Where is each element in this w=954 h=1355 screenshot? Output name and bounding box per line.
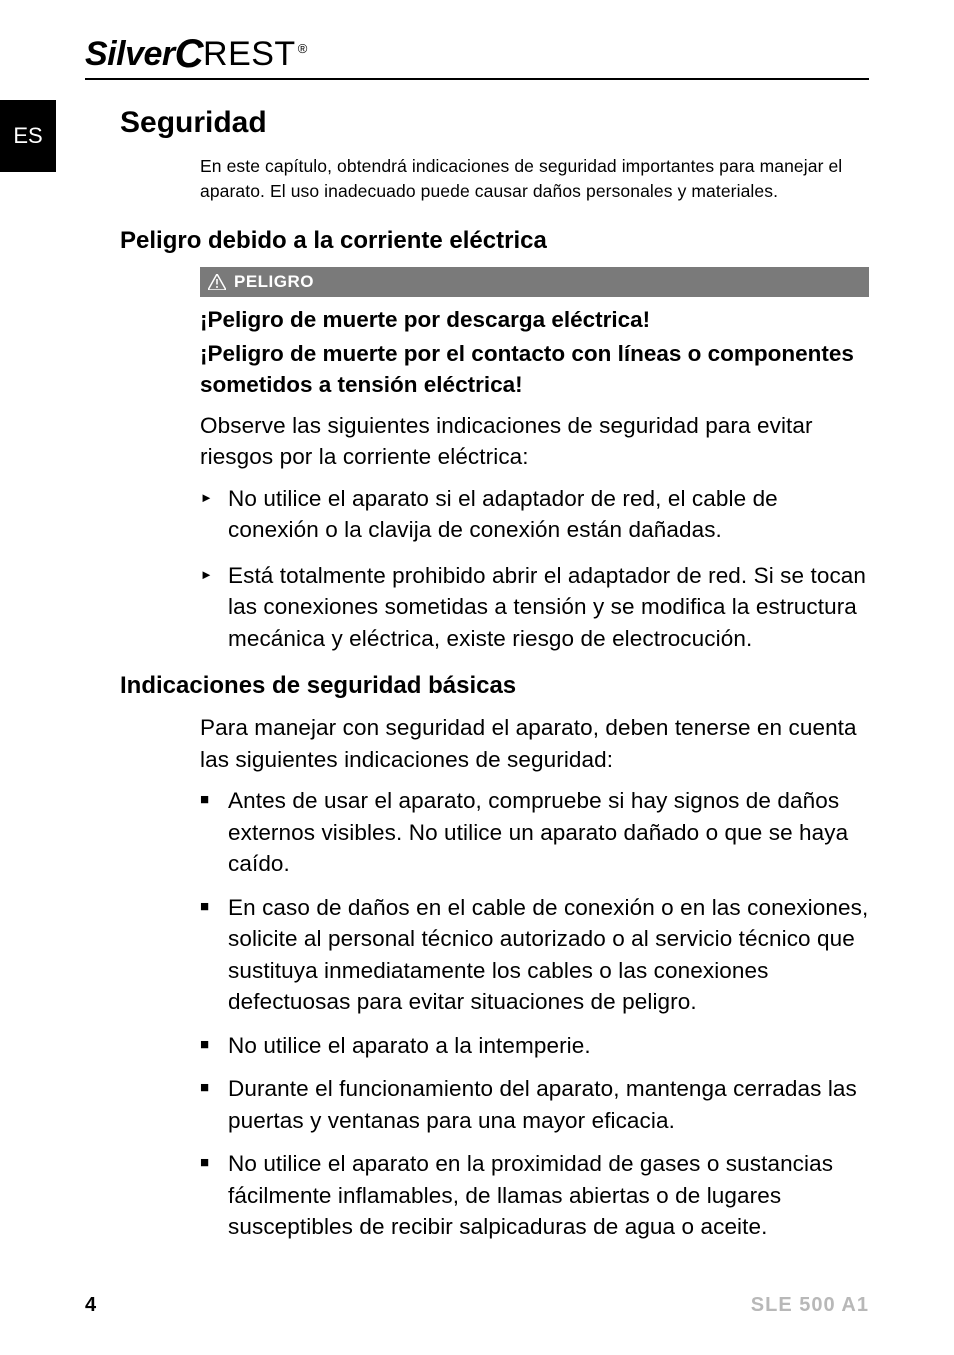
page-footer: 4 SLE 500 A1 — [85, 1294, 869, 1317]
intro-paragraph: En este capítulo, obtendrá indicaciones … — [200, 154, 869, 205]
brand-registered: ® — [298, 41, 307, 56]
warning-line-1: ¡Peligro de muerte por descarga eléctric… — [200, 305, 869, 335]
header-rule — [85, 78, 869, 80]
danger-label: PELIGRO — [234, 272, 314, 292]
brand-part2-c: C — [175, 32, 203, 77]
list-item: En caso de daños en el cable de conexión… — [200, 892, 869, 1018]
basic-list: Antes de usar el aparato, compruebe si h… — [200, 785, 869, 1243]
list-item: Antes de usar el aparato, compruebe si h… — [200, 785, 869, 880]
brand-logo: SilverCREST® — [85, 30, 307, 75]
page-number: 4 — [85, 1294, 96, 1317]
language-code: ES — [13, 123, 42, 149]
warning-triangle-icon — [208, 274, 226, 290]
list-item: No utilice el aparato si el adaptador de… — [200, 483, 869, 546]
danger-bar: PELIGRO — [200, 267, 869, 297]
list-item: Durante el funcionamiento del aparato, m… — [200, 1073, 869, 1136]
page-title: Seguridad — [120, 106, 869, 140]
page-content: Seguridad En este capítulo, obtendrá ind… — [120, 106, 869, 1255]
section-electrical-heading: Peligro debido a la corriente eléctrica — [120, 227, 869, 255]
brand-part2-rest: REST — [203, 35, 296, 73]
basic-lead: Para manejar con seguridad el aparato, d… — [200, 712, 869, 775]
model-number: SLE 500 A1 — [751, 1294, 869, 1317]
warning-line-2: ¡Peligro de muerte por el contacto con l… — [200, 339, 869, 400]
brand-part1: Silver — [85, 35, 175, 73]
list-item: Está totalmente prohibido abrir el adapt… — [200, 560, 869, 655]
list-item: No utilice el aparato a la intemperie. — [200, 1030, 869, 1062]
danger-list: No utilice el aparato si el adaptador de… — [200, 483, 869, 655]
language-tab: ES — [0, 100, 56, 172]
section-basic-heading: Indicaciones de seguridad básicas — [120, 672, 869, 700]
danger-block: ¡Peligro de muerte por descarga eléctric… — [200, 305, 869, 655]
danger-lead: Observe las siguientes indicaciones de s… — [200, 410, 869, 473]
list-item: No utilice el aparato en la proximidad d… — [200, 1148, 869, 1243]
basic-block: Para manejar con seguridad el aparato, d… — [200, 712, 869, 1243]
